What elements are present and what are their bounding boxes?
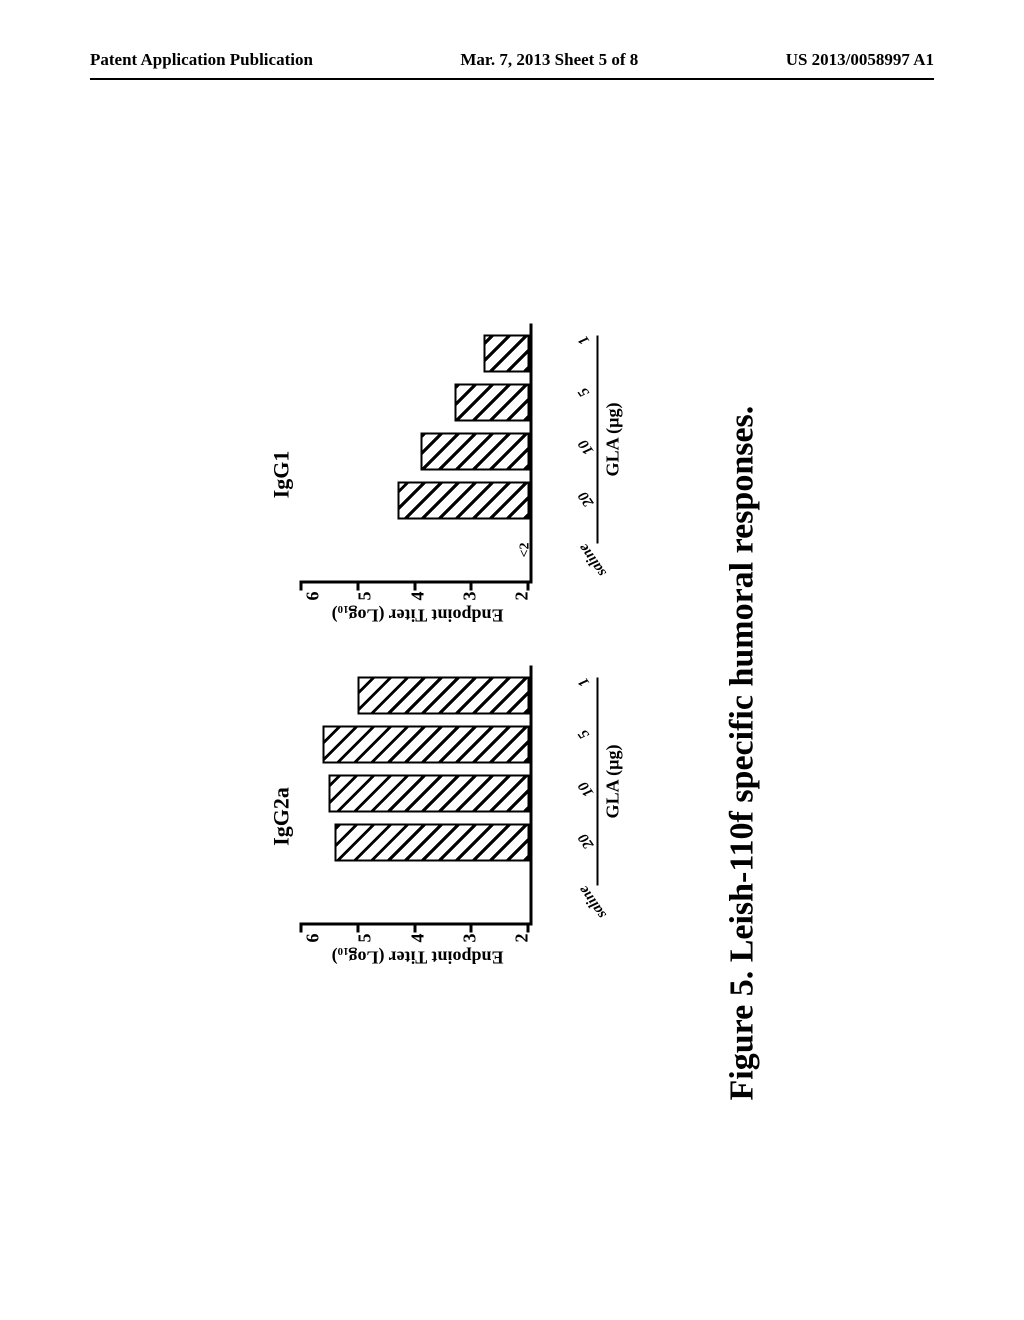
data-bar: [420, 433, 529, 471]
figure-caption: Figure 5. Leish-110f specific humoral re…: [724, 170, 762, 1120]
header-center: Mar. 7, 2013 Sheet 5 of 8: [460, 50, 638, 70]
data-bar: [397, 482, 529, 520]
x-axis-left: saline201051: [533, 677, 593, 937]
bar-slot: [484, 335, 530, 373]
header-rule: [90, 78, 934, 80]
chart-title-left: IgG2a: [269, 665, 295, 967]
chart-igg2a: IgG2a Endpoint Titer (Log₁₀) 65432 salin…: [269, 665, 624, 967]
data-bar: [323, 726, 530, 764]
y-axis-label: Endpoint Titer (Log₁₀): [303, 946, 533, 967]
bar-slot: [420, 433, 529, 471]
plot-area-right: <2: [303, 323, 533, 583]
x-category: saline: [576, 881, 613, 924]
y-axis-ticks-left: 65432: [303, 925, 533, 942]
bar-slot: [357, 677, 530, 715]
bar-slot: [328, 775, 529, 813]
y-axis-ticks-right: 65432: [303, 583, 533, 600]
y-axis-label-right: Endpoint Titer (Log₁₀): [303, 604, 533, 625]
bar-slot: [323, 726, 530, 764]
bar-slot: [334, 824, 530, 862]
data-bar: [334, 824, 530, 862]
plot-area-left: [303, 665, 533, 925]
data-bar: [328, 775, 529, 813]
chart-igg1: IgG1 Endpoint Titer (Log₁₀) 65432 <2 sal…: [269, 323, 624, 625]
header-right: US 2013/0058997 A1: [786, 50, 934, 70]
data-bar: [455, 384, 530, 422]
bar-slot: <2: [518, 531, 530, 569]
bar-slot: [455, 384, 530, 422]
page-header: Patent Application Publication Mar. 7, 2…: [90, 50, 934, 70]
data-bar: [484, 335, 530, 373]
data-bar: [357, 677, 530, 715]
x-category: saline: [576, 539, 613, 582]
bar-slot: [397, 482, 529, 520]
below-detection-label: <2: [518, 542, 534, 557]
header-left: Patent Application Publication: [90, 50, 313, 70]
charts-row: IgG2a Endpoint Titer (Log₁₀) 65432 salin…: [269, 323, 624, 967]
x-axis-right: saline201051: [533, 335, 593, 595]
chart-title-right: IgG1: [269, 323, 295, 625]
figure-area: IgG2a Endpoint Titer (Log₁₀) 65432 salin…: [140, 170, 890, 1120]
